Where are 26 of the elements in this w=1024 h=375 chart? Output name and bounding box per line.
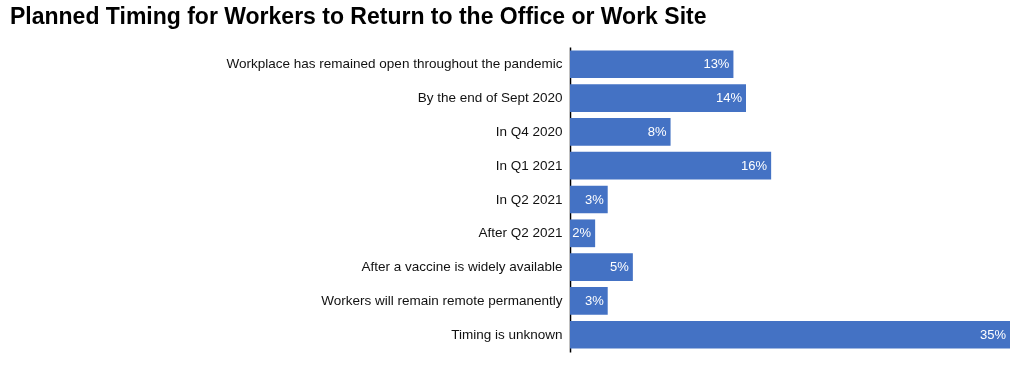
y-tick-label: After a vaccine is widely available	[361, 259, 563, 275]
y-tick-label: By the end of Sept 2020	[417, 90, 563, 106]
data-label: 3%	[584, 292, 605, 308]
bar	[570, 84, 746, 112]
y-tick-label: After Q2 2021	[478, 225, 563, 241]
y-tick-label: Timing is unknown	[451, 326, 563, 342]
data-label: 16%	[741, 157, 768, 173]
data-label: 35%	[979, 326, 1007, 342]
data-label: 13%	[703, 56, 730, 72]
y-tick-label: Workplace has remained open throughout the pandemic	[226, 56, 563, 72]
y-tick-label: In Q1 2021	[495, 157, 563, 173]
y-tick-label: In Q4 2020	[495, 123, 563, 139]
data-label: 5%	[610, 259, 630, 275]
text: Planned Timing for Workers to Return to the Office or Work Site	[10, 3, 707, 29]
data-label: 3%	[584, 191, 605, 207]
bar	[570, 151, 772, 180]
data-label: 14%	[715, 90, 743, 106]
y-tick-label: Workers will remain remote permanently	[321, 292, 563, 308]
bar	[570, 50, 734, 79]
bar	[570, 287, 608, 315]
y-tick-label: In Q2 2021	[495, 191, 563, 207]
data-label: 8%	[647, 123, 667, 139]
bar	[570, 320, 1010, 349]
bar	[570, 118, 671, 146]
bar	[570, 253, 633, 281]
data-label: 2%	[572, 225, 592, 241]
